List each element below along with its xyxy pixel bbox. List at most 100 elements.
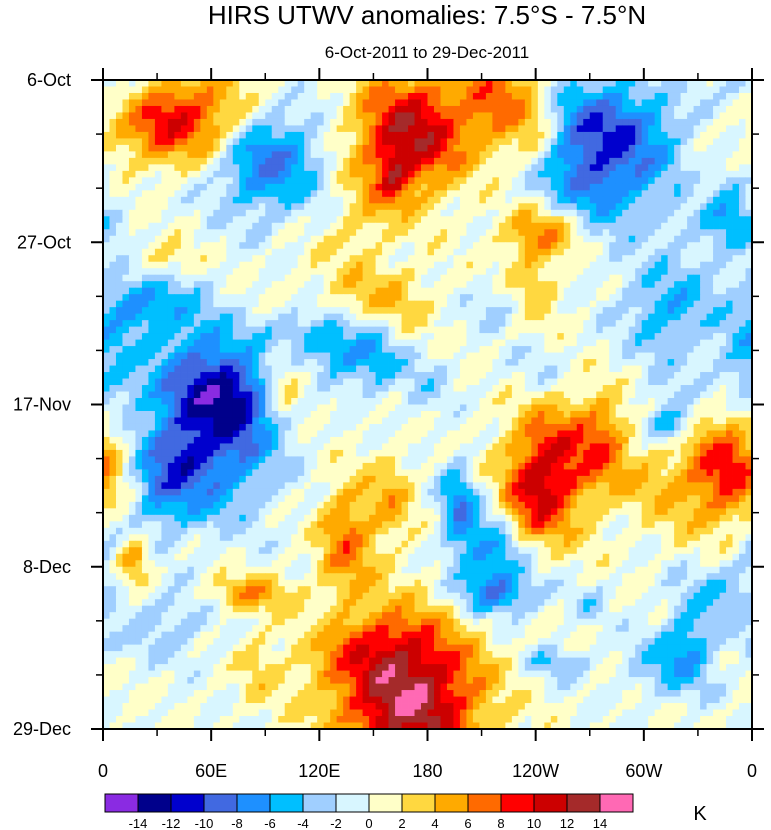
field-cell	[382, 92, 389, 100]
field-cell	[265, 190, 273, 198]
field-cell	[193, 372, 201, 379]
field-cell	[466, 222, 474, 230]
field-cell	[180, 320, 188, 328]
field-cell	[375, 313, 383, 321]
field-cell	[401, 131, 409, 139]
field-cell	[680, 255, 688, 263]
field-cell	[622, 339, 630, 347]
field-cell	[433, 222, 441, 230]
field-cell	[174, 391, 182, 399]
field-cell	[369, 385, 376, 392]
field-cell	[531, 235, 539, 243]
field-cell	[174, 157, 182, 165]
field-cell	[622, 92, 630, 100]
field-cell	[226, 209, 234, 217]
field-cell	[440, 307, 448, 315]
field-cell	[161, 203, 169, 211]
field-cell	[518, 365, 526, 373]
field-cell	[596, 294, 604, 302]
field-cell	[408, 294, 415, 302]
field-cell	[745, 229, 753, 237]
field-cell	[213, 157, 221, 165]
field-cell	[726, 235, 733, 243]
field-cell	[602, 261, 610, 269]
field-cell	[336, 112, 344, 120]
field-cell	[161, 346, 169, 353]
field-cell	[414, 255, 422, 263]
field-cell	[511, 131, 519, 139]
field-cell	[719, 164, 727, 172]
field-cell	[421, 86, 428, 94]
field-cell	[739, 99, 746, 107]
field-cell	[135, 281, 143, 289]
field-cell	[200, 248, 208, 256]
field-cell	[615, 365, 623, 373]
field-cell	[479, 313, 487, 321]
field-cell	[258, 144, 266, 152]
field-cell	[115, 183, 123, 191]
field-cell	[706, 352, 714, 360]
field-cell	[401, 352, 409, 360]
field-cell	[395, 125, 402, 133]
field-cell	[544, 281, 552, 289]
field-cell	[408, 203, 415, 211]
field-cell	[680, 80, 688, 87]
field-cell	[265, 365, 273, 373]
field-cell	[628, 398, 636, 405]
field-cell	[343, 313, 351, 321]
field-cell	[323, 294, 331, 302]
field-cell	[459, 281, 467, 289]
field-cell	[687, 170, 694, 178]
field-cell	[570, 307, 578, 315]
field-cell	[187, 333, 195, 340]
field-cell	[265, 99, 273, 107]
field-cell	[421, 138, 428, 146]
field-cell	[135, 229, 143, 237]
field-cell	[440, 203, 448, 211]
field-cell	[408, 164, 415, 172]
field-cell	[615, 196, 623, 204]
field-cell	[265, 131, 273, 139]
field-cell	[446, 352, 454, 360]
field-cell	[304, 86, 312, 94]
field-cell	[317, 372, 325, 379]
field-cell	[115, 99, 123, 107]
field-cell	[135, 398, 143, 405]
field-cell	[713, 105, 720, 113]
field-cell	[271, 138, 279, 146]
field-cell	[505, 209, 513, 217]
field-cell	[492, 118, 500, 126]
field-cell	[518, 255, 526, 263]
field-cell	[317, 203, 325, 211]
field-cell	[498, 203, 506, 211]
field-cell	[161, 144, 169, 152]
field-cell	[667, 216, 675, 224]
field-cell	[667, 235, 675, 243]
field-cell	[472, 235, 480, 243]
field-cell	[258, 170, 266, 178]
field-cell	[330, 261, 338, 269]
field-cell	[167, 339, 175, 347]
field-cell	[265, 157, 273, 165]
field-cell	[336, 151, 344, 159]
field-cell	[408, 144, 415, 152]
field-cell	[226, 196, 234, 204]
field-cell	[726, 333, 733, 340]
field-cell	[713, 391, 720, 399]
field-cell	[667, 294, 675, 302]
field-cell	[602, 398, 610, 405]
field-cell	[700, 131, 707, 139]
field-cell	[421, 112, 428, 120]
field-cell	[596, 157, 604, 165]
field-cell	[421, 391, 428, 399]
field-cell	[304, 385, 312, 392]
field-cell	[336, 398, 344, 405]
field-cell	[732, 320, 740, 328]
field-cell	[382, 235, 389, 243]
field-cell	[291, 359, 299, 366]
field-cell	[622, 255, 630, 263]
field-cell	[667, 242, 675, 250]
field-cell	[459, 346, 467, 353]
field-cell	[648, 320, 656, 328]
field-cell	[239, 294, 247, 302]
